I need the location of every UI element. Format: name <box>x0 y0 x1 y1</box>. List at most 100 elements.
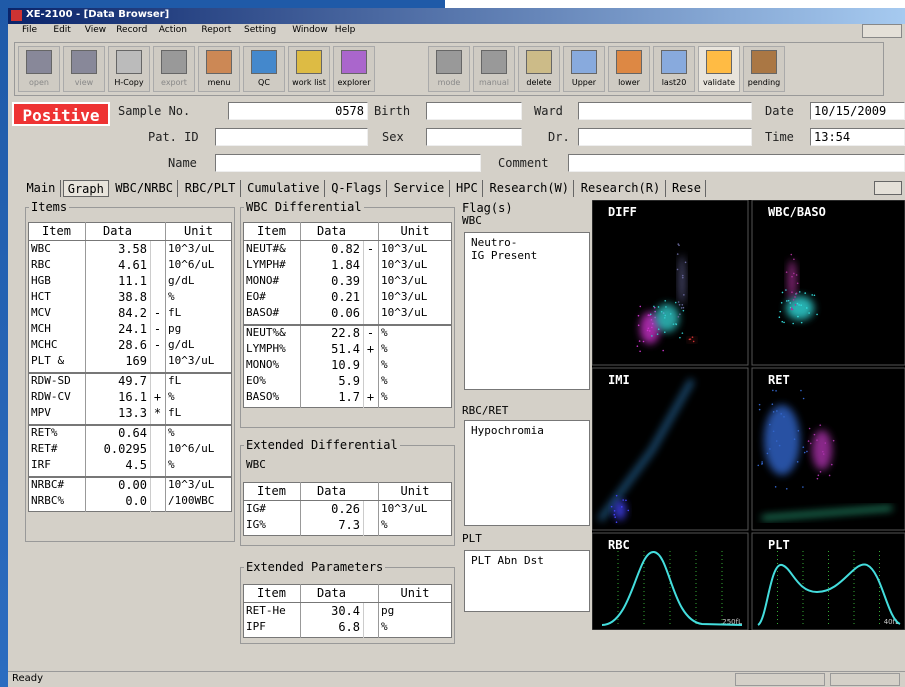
toolbar-label: validate <box>702 78 736 87</box>
field-label: Sex <box>382 130 404 144</box>
tab[interactable]: Graph <box>62 180 109 197</box>
cell-unit: 10^3/uL <box>168 354 215 367</box>
scatter-dot <box>808 312 810 314</box>
cell-unit: 10^6/uL <box>168 442 215 455</box>
scatter-dot <box>793 258 795 261</box>
group-title: Extended Differential <box>244 438 400 452</box>
plot-title: PLT <box>768 538 790 552</box>
scatter-dot <box>797 429 800 432</box>
scatter-dot <box>682 306 685 309</box>
scatter-dot <box>688 338 691 341</box>
input-field <box>215 154 481 172</box>
tab[interactable]: Research(R) <box>576 180 666 197</box>
scatter-dot <box>769 423 771 426</box>
group-box <box>25 207 235 542</box>
scatter-dot <box>660 310 663 313</box>
tab[interactable]: Service <box>389 180 450 197</box>
toolbar-icon <box>206 50 232 74</box>
scatter-dot <box>676 268 679 271</box>
scatter-dot <box>802 397 805 400</box>
input-field <box>426 102 522 120</box>
menu-item[interactable]: Edit <box>53 25 71 35</box>
tab[interactable]: Cumulative <box>243 180 325 197</box>
flag-box <box>464 232 590 390</box>
tab[interactable]: WBC/NRBC <box>111 180 179 197</box>
scatter-dot <box>681 274 684 277</box>
column-header: Item <box>257 586 286 600</box>
menu-item[interactable]: Help <box>334 25 356 35</box>
scatter-dot <box>802 446 805 448</box>
plot-scale: 250fL <box>722 618 742 626</box>
scatter-cloud <box>812 430 832 470</box>
scatter-dot <box>677 243 680 245</box>
scatter-dot <box>774 486 777 488</box>
scatter-dot <box>783 321 785 324</box>
cell-data: 1.7 <box>338 390 360 404</box>
scatter-cloud <box>786 296 814 320</box>
column-line <box>150 240 151 512</box>
toolbar-label: work list <box>292 78 326 87</box>
flag-section-label: PLT <box>462 532 482 545</box>
scatter-dot <box>811 294 814 296</box>
scatter-dot <box>819 471 822 473</box>
scatter-dot <box>769 448 771 450</box>
menu-item[interactable]: Setting <box>244 25 277 35</box>
scatter-dot <box>793 272 795 275</box>
menu-item[interactable]: Window <box>292 25 328 35</box>
scatter-dot <box>816 477 819 480</box>
column-header: Unit <box>184 224 213 238</box>
tab[interactable]: HPC <box>452 180 484 197</box>
scatter-dot <box>614 516 616 518</box>
plot-title: DIFF <box>608 205 637 219</box>
plot-panel <box>592 200 749 366</box>
group-title: WBC Differential <box>244 200 364 214</box>
menu-item[interactable]: Report <box>201 25 232 35</box>
menu-item[interactable]: View <box>84 25 107 35</box>
input-field <box>578 128 752 146</box>
group-separator <box>28 372 232 374</box>
scatter-dot <box>772 389 774 392</box>
scatter-dot <box>758 403 761 406</box>
input-field <box>568 154 905 172</box>
toolbar-label: Upper <box>571 78 597 87</box>
scatter-band <box>761 506 893 520</box>
group-separator <box>243 602 452 603</box>
scatter-dot <box>816 313 818 316</box>
cell-unit: pg <box>168 322 182 335</box>
scatter-dot <box>654 310 656 313</box>
scatter-dot <box>775 390 777 392</box>
toolbar-label: last20 <box>661 78 687 87</box>
tab[interactable]: Rese <box>668 180 707 197</box>
cell-item: NEUT%& <box>246 326 286 339</box>
tab-scroll <box>874 181 902 195</box>
cell-unit: pg <box>381 604 395 617</box>
scatter-dot <box>692 340 695 343</box>
menu-item[interactable]: File <box>22 25 38 35</box>
scatter-dot <box>781 320 784 323</box>
cell-flag: + <box>366 342 375 356</box>
cell-item: PLT & <box>31 354 65 367</box>
cell-data: 38.8 <box>118 290 147 304</box>
scatter-dot <box>657 328 660 330</box>
cell-unit: /100WBC <box>168 494 215 507</box>
status-text: Ready <box>12 673 44 684</box>
scatter-dot <box>649 313 652 316</box>
cell-unit: 10^3/uL <box>168 242 215 255</box>
column-header: Item <box>42 224 71 238</box>
scatter-dot <box>676 253 679 255</box>
tab[interactable]: RBC/PLT <box>180 180 241 197</box>
menu-item[interactable]: Action <box>158 25 187 35</box>
scatter-dot <box>813 294 816 297</box>
scatter-dot <box>822 450 824 453</box>
cell-flag: - <box>366 326 375 340</box>
tab[interactable]: Research(W) <box>485 180 575 197</box>
field-label: Pat. ID <box>148 130 199 144</box>
cell-data: 0.26 <box>331 502 360 516</box>
flag-section-label: RBC/RET <box>462 404 509 417</box>
tab[interactable]: Q-Flags <box>327 180 388 197</box>
column-header: Data <box>317 484 346 498</box>
scatter-dot <box>778 444 781 447</box>
cell-data: 0.0 <box>125 494 147 508</box>
menu-item[interactable]: Record <box>116 25 148 35</box>
tab[interactable]: Main <box>22 180 61 197</box>
